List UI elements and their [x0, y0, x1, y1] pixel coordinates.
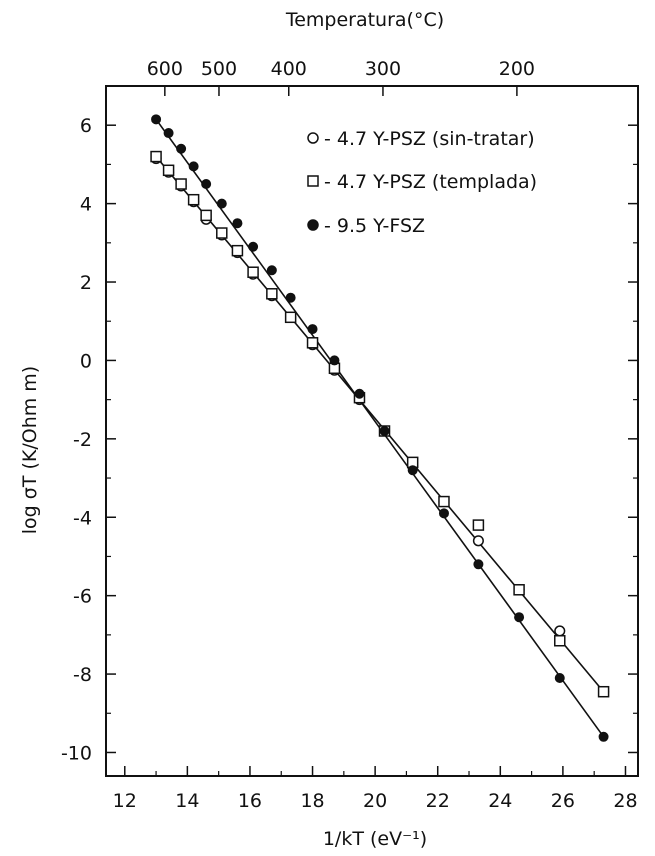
data-point-filled-circle: [232, 218, 243, 229]
legend: - 4.7 Y-PSZ (sin-tratar) - 4.7 Y-PSZ (te…: [307, 128, 537, 237]
data-point-filled-circle: [329, 355, 340, 366]
data-points: [150, 114, 610, 742]
legend-label-sin-tratar: - 4.7 Y-PSZ (sin-tratar): [324, 128, 535, 150]
legend-item-fsz: - 9.5 Y-FSZ: [307, 215, 425, 237]
y-tick-label: 2: [80, 272, 92, 294]
x-tick-label: 28: [613, 790, 637, 812]
data-point-square: [247, 266, 259, 278]
y-tick-label: -2: [73, 429, 92, 451]
fit-line: [155, 156, 605, 693]
top-axis-tick-label: 400: [271, 58, 307, 80]
y-tick-label: -4: [73, 507, 92, 529]
top-axis-tick-label: 500: [201, 58, 237, 80]
data-point-square: [597, 685, 610, 698]
data-point-square: [513, 584, 525, 596]
data-point-filled-circle: [285, 292, 296, 303]
axis-ticks: [106, 124, 638, 776]
data-point-open-circle: [554, 625, 566, 637]
data-point-square: [438, 495, 450, 508]
x-tick-label: 26: [551, 790, 575, 812]
x-tick-label: 14: [175, 790, 199, 812]
x-tick-label: 24: [488, 790, 512, 812]
y-tick-label: -8: [73, 664, 92, 686]
legend-item-templada: - 4.7 Y-PSZ (templada): [307, 171, 537, 193]
data-point-square: [162, 164, 175, 177]
data-point-open-circle: [472, 535, 484, 547]
data-point-square: [200, 209, 212, 222]
legend-label-templada: - 4.7 Y-PSZ (templada): [324, 171, 537, 193]
legend-marker-open-square: [307, 175, 319, 187]
data-point-filled-circle: [307, 324, 318, 335]
data-point-square: [216, 227, 228, 239]
legend-item-sin-tratar: - 4.7 Y-PSZ (sin-tratar): [307, 128, 535, 150]
data-point-square: [231, 244, 244, 257]
y-axis-label: log σT (K/Ohm m): [19, 366, 41, 534]
data-point-square: [175, 178, 187, 190]
data-point-filled-circle: [514, 612, 525, 623]
y-tick-label: 6: [80, 115, 92, 137]
data-point-filled-circle: [151, 114, 162, 125]
y-tick-label: 4: [80, 194, 92, 216]
data-point-filled-circle: [598, 731, 609, 742]
legend-label-fsz: - 9.5 Y-FSZ: [324, 215, 425, 237]
data-point-filled-circle: [554, 672, 565, 683]
data-point-square: [284, 311, 297, 324]
top-axis-tick-label: 300: [365, 58, 401, 80]
legend-marker-open-circle: [307, 132, 319, 144]
data-point-filled-circle: [473, 559, 484, 570]
top-axis-tick-label: 200: [499, 58, 535, 80]
x-tick-label: 16: [238, 790, 262, 812]
data-point-filled-circle: [188, 161, 199, 172]
top-axis-tick-label: 600: [147, 58, 183, 80]
data-point-square: [187, 193, 200, 206]
x-tick-label: 12: [113, 790, 137, 812]
y-tick-label: -10: [61, 742, 92, 764]
data-point-square: [306, 337, 319, 349]
data-point-filled-circle: [354, 388, 365, 399]
data-point-square: [472, 519, 485, 531]
x-tick-label: 22: [426, 790, 450, 812]
data-point-filled-circle: [379, 426, 390, 436]
data-point-square: [266, 288, 278, 300]
data-point-square: [554, 634, 566, 647]
plot-frame: [105, 85, 639, 777]
legend-marker-filled-circle: [307, 219, 319, 231]
data-point-filled-circle: [201, 179, 212, 190]
data-point-filled-circle: [438, 508, 449, 519]
x-tick-label: 20: [363, 790, 387, 812]
data-point-filled-circle: [248, 241, 259, 252]
data-point-square: [150, 150, 162, 163]
data-point-filled-circle: [266, 265, 277, 276]
top-axis-title: Temperatura(°C): [285, 9, 444, 31]
y-tick-label: 0: [80, 350, 92, 372]
data-point-filled-circle: [163, 128, 174, 139]
data-point-filled-circle: [216, 198, 227, 209]
y-tick-label: -6: [73, 586, 92, 608]
data-point-filled-circle: [176, 143, 187, 154]
data-point-filled-circle: [407, 465, 418, 476]
x-axis-label: 1/kT (eV⁻¹): [323, 828, 427, 850]
top-axis-ticks: 600 500 400 300 200: [147, 58, 535, 96]
x-tick-label: 18: [300, 790, 324, 812]
